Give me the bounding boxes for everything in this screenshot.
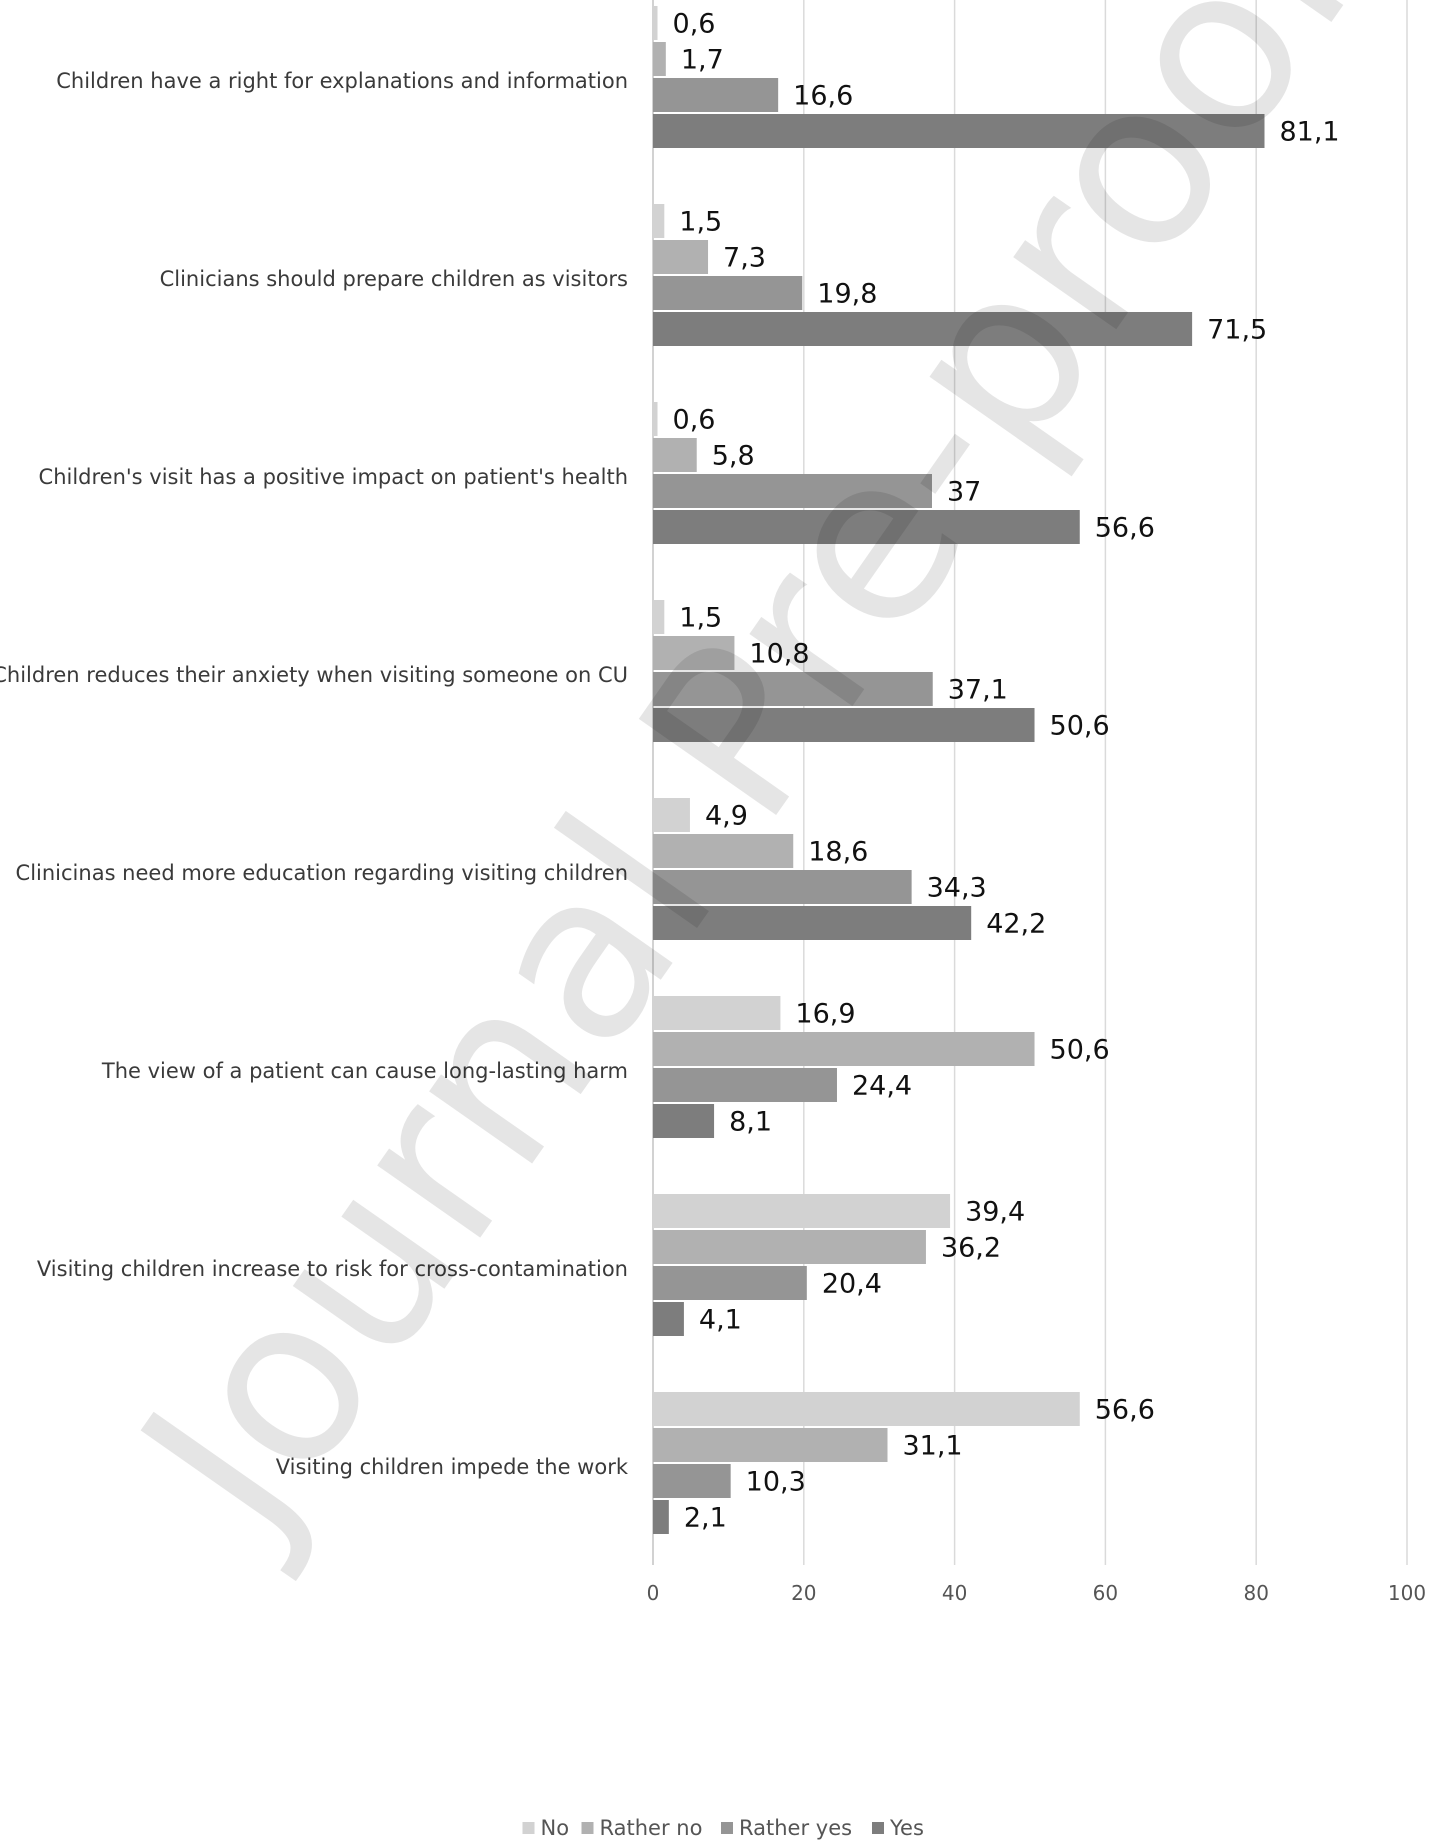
category-label: The view of a patient can cause long-las…: [101, 1059, 628, 1083]
bar-rather-yes: [653, 1068, 837, 1102]
bar-rather-yes: [653, 78, 779, 112]
bar-yes: [653, 906, 972, 940]
bar-rather-no: [653, 438, 697, 472]
legend-label: No: [541, 1816, 570, 1840]
data-labels: 0,61,716,681,11,57,319,871,50,65,83756,6…: [673, 9, 1340, 1534]
x-axis-ticks: 0 20 40 60 80 100: [647, 1581, 1426, 1605]
watermark-text: Journal Pre-proofs: [84, 0, 1447, 1586]
x-tick-label: 100: [1388, 1581, 1426, 1605]
category-label: Clinicinas need more education regarding…: [16, 861, 628, 885]
category-label: Children's visit has a positive impact o…: [39, 465, 628, 489]
bar-yes: [653, 510, 1080, 544]
legend-swatch: [721, 1822, 733, 1834]
legend: No Rather no Rather yes Yes: [522, 1816, 924, 1840]
data-label: 20,4: [822, 1269, 882, 1300]
data-label: 18,6: [808, 837, 868, 868]
bar-yes: [653, 1500, 669, 1534]
bar-rather-yes: [653, 672, 933, 706]
data-label: 10,8: [749, 639, 809, 670]
data-label: 31,1: [902, 1431, 962, 1462]
bar-no: [653, 600, 665, 634]
legend-label: Yes: [889, 1816, 924, 1840]
data-label: 36,2: [941, 1233, 1001, 1264]
bar-rather-yes: [653, 870, 912, 904]
data-label: 16,9: [795, 999, 855, 1030]
legend-swatch: [522, 1822, 535, 1834]
data-label: 37,1: [948, 675, 1008, 706]
bar-no: [653, 204, 665, 238]
bar-no: [653, 402, 658, 436]
bar-no: [653, 1194, 951, 1228]
data-label: 1,5: [679, 603, 722, 634]
data-label: 4,1: [699, 1305, 742, 1336]
bar-no: [653, 798, 690, 832]
data-label: 5,8: [712, 441, 755, 472]
data-label: 4,9: [705, 801, 748, 832]
category-label: Clinicians should prepare children as vi…: [160, 267, 628, 291]
data-label: 16,6: [793, 81, 853, 112]
data-label: 50,6: [1050, 1035, 1110, 1066]
data-label: 1,7: [681, 45, 724, 76]
bar-no: [653, 6, 658, 40]
data-label: 56,6: [1095, 513, 1155, 544]
bar-no: [653, 1392, 1080, 1426]
legend-label: Rather no: [600, 1816, 703, 1840]
category-label: Children reduces their anxiety when visi…: [0, 663, 628, 687]
bar-rather-no: [653, 1230, 926, 1264]
bar-rather-yes: [653, 1266, 807, 1300]
bar-rather-no: [653, 834, 794, 868]
bar-rather-no: [653, 42, 666, 76]
data-label: 71,5: [1207, 315, 1267, 346]
bar-yes: [653, 312, 1193, 346]
data-label: 24,4: [852, 1071, 912, 1102]
bar-rather-yes: [653, 474, 932, 508]
legend-label: Rather yes: [739, 1816, 852, 1840]
x-tick-label: 20: [791, 1581, 816, 1605]
legend-swatch: [872, 1822, 884, 1834]
x-tick-label: 0: [647, 1581, 660, 1605]
data-label: 39,4: [965, 1197, 1025, 1228]
category-label: Visiting children impede the work: [276, 1455, 629, 1479]
data-label: 7,3: [723, 243, 766, 274]
x-tick-label: 60: [1093, 1581, 1118, 1605]
bar-rather-yes: [653, 1464, 731, 1498]
legend-swatch: [581, 1822, 594, 1834]
data-label: 81,1: [1279, 117, 1339, 148]
data-label: 8,1: [729, 1107, 772, 1138]
data-label: 0,6: [673, 405, 716, 436]
data-label: 1,5: [679, 207, 722, 238]
x-tick-label: 80: [1243, 1581, 1268, 1605]
data-label: 56,6: [1095, 1395, 1155, 1426]
bar-yes: [653, 1104, 715, 1138]
data-label: 2,1: [684, 1503, 727, 1534]
data-label: 0,6: [673, 9, 716, 40]
bar-rather-no: [653, 1032, 1035, 1066]
bar-rather-yes: [653, 276, 803, 310]
category-labels: Children have a right for explanations a…: [0, 69, 629, 1479]
bar-yes: [653, 1302, 684, 1336]
bar-rather-no: [653, 240, 709, 274]
bar-rather-no: [653, 1428, 888, 1462]
bar-yes: [653, 114, 1265, 148]
data-label: 42,2: [986, 909, 1046, 940]
data-label: 34,3: [927, 873, 987, 904]
bar-no: [653, 996, 781, 1030]
data-label: 19,8: [817, 279, 877, 310]
data-label: 37: [947, 477, 981, 508]
category-label: Visiting children increase to risk for c…: [37, 1257, 628, 1281]
bar-rather-no: [653, 636, 735, 670]
bar-yes: [653, 708, 1035, 742]
category-label: Children have a right for explanations a…: [56, 69, 628, 93]
data-label: 50,6: [1050, 711, 1110, 742]
x-tick-label: 40: [942, 1581, 967, 1605]
bars: [653, 6, 1265, 1534]
data-label: 10,3: [746, 1467, 806, 1498]
